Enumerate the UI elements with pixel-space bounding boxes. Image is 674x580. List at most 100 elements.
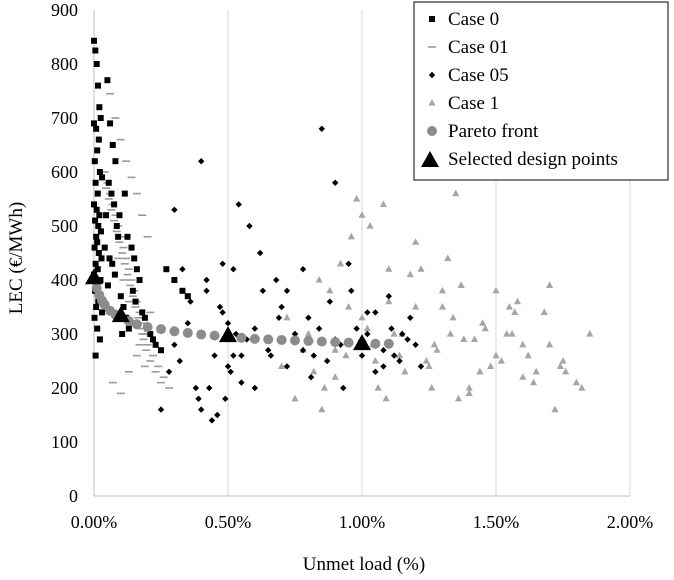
case-0-point bbox=[93, 304, 100, 310]
case-05-point bbox=[404, 336, 411, 343]
legend-marker-case-05 bbox=[428, 71, 436, 79]
case-0-point bbox=[94, 325, 101, 332]
case-1-point bbox=[546, 340, 554, 348]
case-1-point bbox=[366, 222, 374, 229]
case-1-point bbox=[342, 351, 350, 359]
x-tick-labels: 0.00% 0.50% 1.00% 1.50% 2.00% bbox=[71, 512, 654, 532]
case-05-point bbox=[372, 368, 379, 375]
y-tick-label: 100 bbox=[51, 432, 78, 452]
case-0-point bbox=[129, 287, 136, 294]
case-05-point bbox=[165, 368, 173, 375]
case-05-point bbox=[195, 395, 202, 402]
case-0-point bbox=[108, 190, 115, 197]
case-1-point bbox=[519, 340, 527, 348]
case-1-point bbox=[551, 405, 559, 413]
case-0-point bbox=[107, 120, 114, 127]
case-1-point bbox=[508, 330, 516, 337]
case-05-point bbox=[348, 287, 355, 294]
case-05-point bbox=[323, 357, 331, 365]
case-1-point bbox=[452, 189, 460, 197]
case-05-point bbox=[208, 417, 216, 424]
y-tick-label: 600 bbox=[51, 162, 78, 182]
case-1-point bbox=[417, 265, 425, 272]
case-0-point bbox=[106, 255, 113, 262]
case-05-point bbox=[380, 363, 387, 370]
case-0-point bbox=[139, 309, 146, 316]
case-0-point bbox=[132, 298, 139, 305]
case-05-point bbox=[219, 260, 226, 267]
case-05-point bbox=[275, 314, 283, 321]
case-05-point bbox=[206, 384, 213, 392]
case-1-point bbox=[331, 373, 339, 380]
case-05-point bbox=[388, 325, 395, 332]
case-0-point bbox=[97, 115, 104, 121]
case-0-point bbox=[98, 255, 105, 262]
case-05-point bbox=[364, 330, 371, 338]
selected-design-points-point bbox=[85, 268, 103, 285]
case-05-point bbox=[176, 357, 183, 365]
y-tick-label: 300 bbox=[51, 324, 78, 344]
data-marks bbox=[85, 37, 594, 424]
case-0-point bbox=[93, 125, 100, 132]
case-0-point bbox=[95, 223, 102, 229]
case-1-point bbox=[511, 308, 519, 315]
case-1-point bbox=[454, 394, 463, 402]
pareto-front-point bbox=[142, 321, 153, 332]
case-0-point bbox=[101, 244, 108, 251]
x-axis-title: Unmet load (%) bbox=[303, 554, 425, 575]
case-0-point bbox=[93, 233, 100, 240]
pareto-front-point bbox=[330, 337, 341, 348]
y-tick-label: 200 bbox=[51, 378, 78, 398]
case-1-point bbox=[540, 308, 548, 315]
case-05-point bbox=[246, 222, 253, 230]
case-05-point bbox=[256, 249, 264, 257]
case-05-point bbox=[171, 206, 178, 213]
pareto-front-point bbox=[290, 335, 300, 346]
case-05-point bbox=[230, 266, 237, 273]
case-0-point bbox=[92, 179, 99, 186]
pareto-front-point bbox=[209, 330, 220, 341]
case-1-point bbox=[385, 265, 393, 272]
case-0-point bbox=[95, 82, 102, 89]
case-0-point bbox=[96, 104, 103, 111]
case-05-point bbox=[299, 266, 307, 273]
case-0-point bbox=[92, 47, 99, 54]
series-selected-design-points bbox=[85, 268, 371, 351]
axes bbox=[93, 10, 630, 497]
case-1-point bbox=[401, 367, 409, 375]
case-05-point bbox=[198, 158, 205, 165]
legend-label-case-1: Case 1 bbox=[448, 93, 499, 114]
case-05-point bbox=[203, 287, 210, 294]
case-0-point bbox=[91, 244, 98, 251]
case-05-point bbox=[211, 352, 218, 359]
case-1-point bbox=[556, 362, 564, 369]
case-1-point bbox=[481, 324, 489, 332]
case-0-point bbox=[103, 212, 110, 219]
case-05-point bbox=[219, 309, 226, 316]
x-tick-label: 1.50% bbox=[473, 512, 520, 532]
case-1-point bbox=[505, 303, 513, 310]
case-1-point bbox=[492, 351, 500, 359]
case-1-point bbox=[412, 303, 420, 310]
pareto-front-point bbox=[131, 319, 142, 330]
case-1-point bbox=[470, 335, 479, 342]
legend-label-case-01: Case 01 bbox=[448, 37, 509, 58]
case-0-point bbox=[95, 136, 102, 143]
case-1-point bbox=[479, 319, 487, 326]
case-05-point bbox=[187, 298, 194, 305]
case-05-point bbox=[179, 266, 186, 273]
case-1-point bbox=[326, 286, 334, 294]
case-0-point bbox=[149, 336, 156, 343]
y-tick-label: 500 bbox=[51, 216, 78, 236]
case-1-point bbox=[449, 313, 457, 321]
case-1-point bbox=[347, 232, 355, 240]
case-05-point bbox=[332, 179, 339, 186]
case-1-point bbox=[422, 357, 430, 364]
case-1-point bbox=[358, 313, 366, 321]
case-0-point bbox=[96, 212, 103, 219]
legend-marker-selected-design-points bbox=[421, 151, 439, 167]
case-05-point bbox=[273, 276, 280, 284]
case-1-point bbox=[572, 378, 580, 386]
case-0-point bbox=[113, 223, 120, 229]
pareto-front-point bbox=[276, 334, 287, 345]
